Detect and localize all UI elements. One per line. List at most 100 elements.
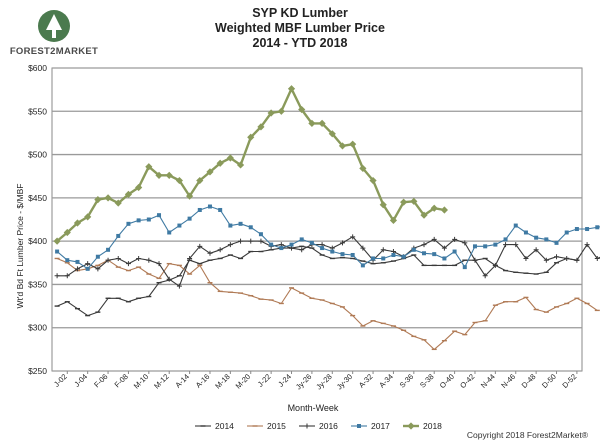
y-tick-label: $400 — [28, 236, 47, 246]
data-point — [73, 219, 82, 227]
data-point — [574, 257, 580, 263]
x-tick-label: O-40 — [438, 372, 456, 390]
legend-item: 2016 — [299, 421, 338, 431]
data-point — [216, 159, 224, 167]
data-point — [289, 242, 294, 247]
series-2017 — [55, 204, 600, 271]
data-point — [165, 171, 173, 179]
data-point — [371, 256, 376, 261]
data-point — [304, 423, 310, 429]
series-2016 — [54, 234, 600, 289]
data-point — [359, 164, 367, 173]
data-point — [247, 133, 255, 141]
x-tick-label: D-52 — [560, 372, 578, 390]
data-point — [523, 230, 528, 235]
legend-item: 2015 — [247, 421, 286, 431]
data-point — [206, 168, 214, 176]
data-point — [523, 255, 529, 261]
x-tick-label: Jy-28 — [314, 372, 333, 391]
data-point — [146, 217, 151, 222]
data-point — [318, 119, 326, 128]
data-point — [411, 247, 416, 252]
x-tick-label: S-38 — [418, 372, 436, 390]
data-point — [421, 242, 427, 248]
data-point — [238, 221, 243, 226]
data-point — [267, 109, 275, 117]
data-point — [432, 252, 437, 257]
data-point — [197, 207, 202, 212]
chart-subtitle-2: 2014 - YTD 2018 — [252, 36, 348, 50]
brand-logo: FOREST2MARKET — [6, 6, 102, 58]
x-tick-label: J-22 — [256, 372, 273, 389]
data-point — [492, 262, 498, 268]
x-tick-label: O-42 — [458, 372, 476, 390]
legend: 2014 2015 2016 2017 2018 — [195, 421, 442, 431]
data-point — [207, 204, 212, 209]
data-point — [503, 242, 509, 248]
data-point — [63, 228, 71, 237]
data-point — [564, 255, 570, 261]
data-point — [472, 257, 478, 263]
legend-label: 2014 — [215, 421, 234, 431]
data-point — [136, 218, 141, 223]
data-point — [400, 198, 408, 206]
data-point — [146, 257, 152, 263]
data-point — [95, 254, 100, 259]
plot-area — [51, 67, 583, 372]
data-point — [442, 256, 447, 261]
data-point — [349, 140, 357, 148]
data-point — [594, 255, 600, 261]
data-point — [350, 234, 356, 240]
data-point — [503, 237, 508, 242]
chart-subtitle-1: Weighted MBF Lumber Price — [215, 21, 385, 35]
data-point — [125, 261, 131, 267]
data-point — [155, 171, 163, 179]
brand-name: FOREST2MARKET — [9, 46, 99, 57]
data-point — [135, 183, 143, 192]
data-point — [228, 223, 233, 228]
x-tick-label: A-32 — [357, 372, 375, 390]
data-point — [513, 242, 519, 248]
data-point — [330, 249, 335, 254]
data-point — [369, 176, 377, 185]
data-point — [196, 176, 204, 185]
series-2018 — [53, 85, 449, 245]
data-point — [227, 242, 233, 248]
data-point — [106, 247, 111, 252]
data-point — [391, 252, 396, 257]
chart-titles: SYP KD Lumber Weighted MBF Lumber Price … — [0, 6, 600, 51]
y-tick-label: $550 — [28, 106, 47, 116]
data-point — [197, 243, 203, 249]
data-point — [350, 252, 355, 257]
data-point — [340, 252, 345, 257]
data-point — [115, 255, 121, 261]
legend-label: 2017 — [371, 421, 390, 431]
data-point — [441, 245, 447, 251]
data-point — [126, 221, 131, 226]
data-point — [420, 211, 428, 219]
data-point — [452, 249, 457, 254]
data-point — [75, 259, 80, 264]
data-point — [534, 235, 539, 240]
data-point — [114, 199, 122, 207]
data-point — [533, 247, 539, 253]
copyright-text: Copyright 2018 Forest2Market® — [466, 430, 588, 440]
data-point — [462, 265, 467, 270]
data-point — [452, 236, 458, 242]
data-point — [543, 257, 549, 263]
x-tick-label: N-46 — [499, 372, 517, 390]
series-line — [56, 205, 600, 270]
data-point — [94, 195, 102, 204]
data-point — [176, 283, 182, 289]
data-point — [585, 227, 590, 232]
x-tick-label: J-02 — [52, 372, 69, 389]
data-point — [54, 273, 60, 279]
data-point — [105, 257, 111, 263]
data-point — [564, 230, 569, 235]
data-point — [238, 238, 244, 244]
y-axis-label: Wt'd Bd Ft Lumber Price - $/MBF — [15, 184, 25, 309]
y-tick-label: $600 — [28, 63, 47, 73]
chart-title: SYP KD Lumber — [252, 6, 348, 20]
data-point — [156, 261, 162, 267]
